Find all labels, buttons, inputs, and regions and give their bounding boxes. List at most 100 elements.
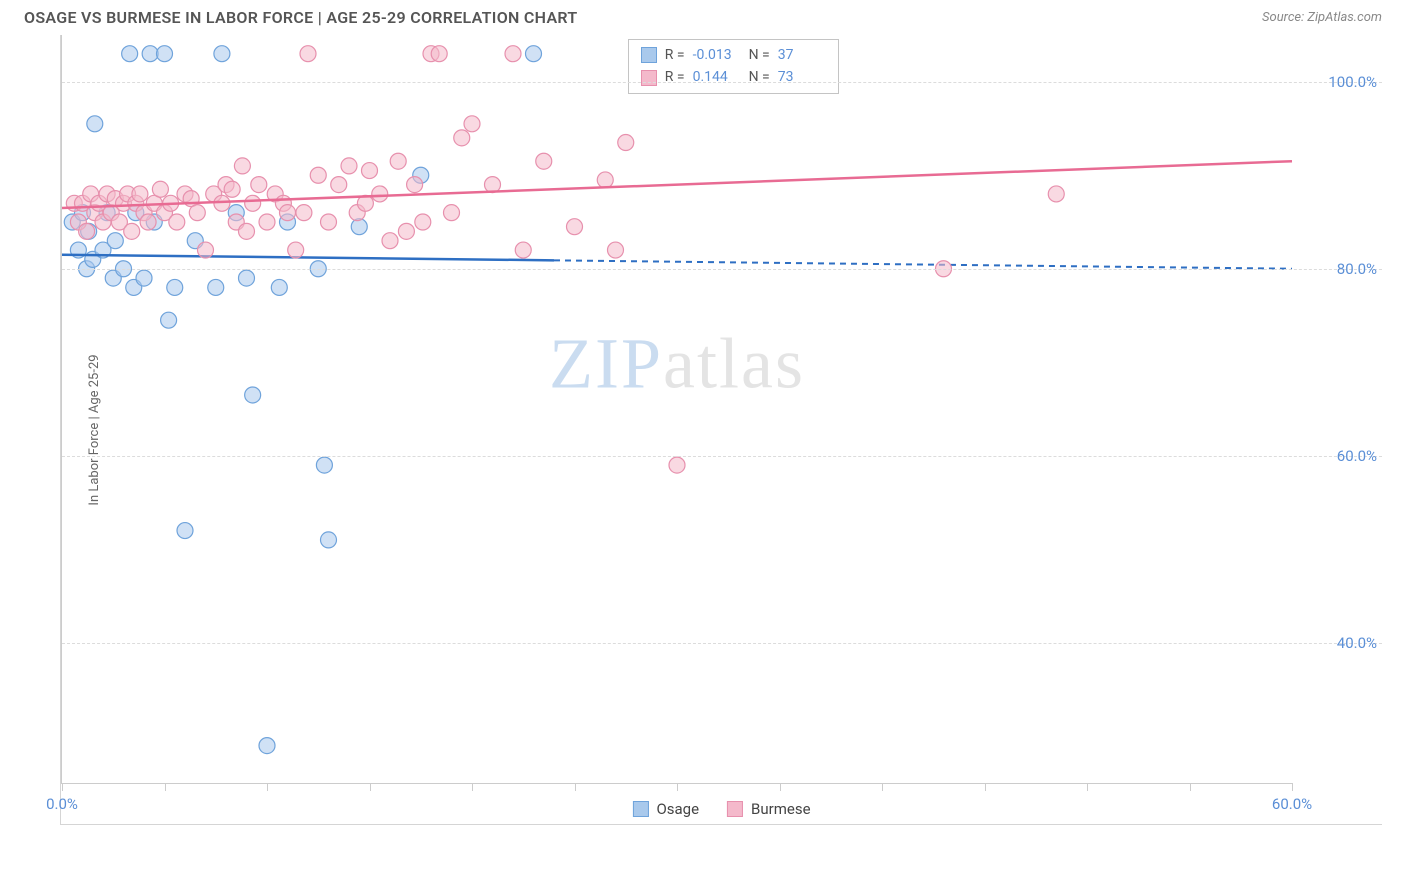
x-tick xyxy=(985,783,986,791)
burmese-point xyxy=(331,177,347,193)
burmese-r-value: 0.144 xyxy=(693,66,741,88)
burmese-point xyxy=(140,214,156,230)
legend-label: Osage xyxy=(656,800,699,818)
burmese-point xyxy=(169,214,185,230)
burmese-swatch-icon xyxy=(727,801,743,817)
x-tick xyxy=(472,783,473,791)
osage-point xyxy=(351,219,367,235)
burmese-point xyxy=(79,223,95,239)
r-label: R = xyxy=(665,44,685,66)
stats-legend-row-osage: R =-0.013N =37 xyxy=(641,44,826,66)
burmese-point xyxy=(608,242,624,258)
osage-swatch-icon xyxy=(632,801,648,817)
y-tick-label: 80.0% xyxy=(1337,260,1377,278)
osage-point xyxy=(142,46,158,62)
burmese-point xyxy=(398,223,414,239)
x-tick xyxy=(62,783,63,791)
gridline-h xyxy=(62,82,1382,83)
burmese-point xyxy=(505,46,521,62)
burmese-point xyxy=(341,158,357,174)
chart-header: OSAGE VS BURMESE IN LABOR FORCE | AGE 25… xyxy=(0,0,1406,35)
burmese-point xyxy=(1048,186,1064,202)
legend-label: Burmese xyxy=(751,800,811,818)
burmese-point xyxy=(567,219,583,235)
burmese-n-value: 73 xyxy=(778,66,826,88)
x-tick xyxy=(1190,783,1191,791)
burmese-point xyxy=(390,153,406,169)
burmese-point xyxy=(407,177,423,193)
osage-point xyxy=(526,46,542,62)
osage-point xyxy=(321,532,337,548)
x-tick xyxy=(882,783,883,791)
osage-point xyxy=(87,116,103,132)
stats-legend-row-burmese: R =0.144N =73 xyxy=(641,66,826,88)
burmese-swatch-icon xyxy=(641,70,657,86)
burmese-point xyxy=(296,205,312,221)
x-tick-label: 60.0% xyxy=(1272,795,1312,813)
x-tick xyxy=(267,783,268,791)
burmese-point xyxy=(224,181,240,197)
x-tick xyxy=(780,783,781,791)
burmese-point xyxy=(454,130,470,146)
osage-point xyxy=(107,233,123,249)
series-legend: Osage Burmese xyxy=(632,800,810,818)
burmese-point xyxy=(245,195,261,211)
osage-point xyxy=(271,279,287,295)
osage-point xyxy=(157,46,173,62)
osage-regression-solid xyxy=(62,255,554,261)
burmese-point xyxy=(280,205,296,221)
legend-item-burmese[interactable]: Burmese xyxy=(727,800,811,818)
chart-title: OSAGE VS BURMESE IN LABOR FORCE | AGE 25… xyxy=(24,8,578,27)
x-tick xyxy=(575,783,576,791)
x-tick-label: 0.0% xyxy=(46,795,78,813)
burmese-point xyxy=(536,153,552,169)
r-label: R = xyxy=(665,66,685,88)
burmese-point xyxy=(198,242,214,258)
burmese-point xyxy=(251,177,267,193)
burmese-point xyxy=(132,186,148,202)
burmese-point xyxy=(382,233,398,249)
osage-point xyxy=(122,46,138,62)
legend-item-osage[interactable]: Osage xyxy=(632,800,699,818)
chart-container: In Labor Force | Age 25-29 ZIPatlas R =-… xyxy=(60,35,1382,825)
burmese-point xyxy=(234,158,250,174)
burmese-point xyxy=(597,172,613,188)
osage-point xyxy=(214,46,230,62)
burmese-point xyxy=(464,116,480,132)
osage-point xyxy=(136,270,152,286)
burmese-point xyxy=(288,242,304,258)
burmese-point xyxy=(444,205,460,221)
burmese-point xyxy=(415,214,431,230)
gridline-h xyxy=(62,269,1382,270)
x-tick xyxy=(165,783,166,791)
plot-area: ZIPatlas R =-0.013N =37R =0.144N =73 40.… xyxy=(61,35,1292,784)
burmese-point xyxy=(300,46,316,62)
burmese-point xyxy=(321,214,337,230)
burmese-point xyxy=(310,167,326,183)
burmese-point xyxy=(431,46,447,62)
burmese-point xyxy=(618,135,634,151)
source-attribution: Source: ZipAtlas.com xyxy=(1262,10,1382,25)
osage-point xyxy=(177,523,193,539)
y-tick-label: 100.0% xyxy=(1328,73,1377,91)
burmese-point xyxy=(669,457,685,473)
scatter-plot-svg xyxy=(62,35,1292,783)
y-tick-label: 60.0% xyxy=(1337,447,1377,465)
burmese-point xyxy=(124,223,140,239)
y-tick-label: 40.0% xyxy=(1337,634,1377,652)
burmese-point xyxy=(362,163,378,179)
osage-point xyxy=(161,312,177,328)
burmese-point xyxy=(515,242,531,258)
burmese-point xyxy=(239,223,255,239)
osage-point xyxy=(259,738,275,754)
osage-regression-dashed xyxy=(554,260,1292,268)
osage-r-value: -0.013 xyxy=(693,44,741,66)
burmese-point xyxy=(259,214,275,230)
osage-n-value: 37 xyxy=(778,44,826,66)
stats-legend: R =-0.013N =37R =0.144N =73 xyxy=(628,39,839,94)
burmese-point xyxy=(372,186,388,202)
osage-swatch-icon xyxy=(641,47,657,63)
burmese-point xyxy=(189,205,205,221)
osage-point xyxy=(239,270,255,286)
gridline-h xyxy=(62,456,1382,457)
